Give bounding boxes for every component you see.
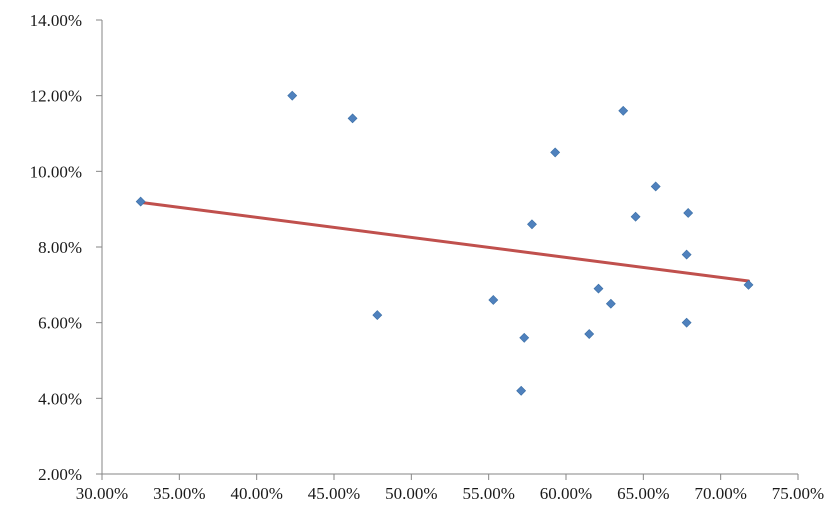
data-point bbox=[550, 147, 561, 158]
trendline-layer bbox=[139, 200, 751, 283]
x-tick-label: 60.00% bbox=[540, 484, 592, 503]
x-tick-label: 45.00% bbox=[308, 484, 360, 503]
data-point bbox=[584, 329, 595, 339]
data-point bbox=[372, 310, 383, 321]
x-tick-label: 35.00% bbox=[153, 484, 205, 503]
x-tick-label: 40.00% bbox=[230, 484, 282, 503]
data-point bbox=[605, 298, 616, 309]
data-point bbox=[135, 196, 146, 207]
data-points-layer bbox=[135, 90, 754, 396]
y-tick-label: 14.00% bbox=[30, 11, 82, 30]
y-axis-tick-labels: 2.00% 4.00% 6.00% 8.00% 10.00% 12.00% 14.00% bbox=[30, 11, 82, 484]
y-tick-label: 12.00% bbox=[30, 87, 82, 106]
y-tick-label: 2.00% bbox=[38, 465, 82, 484]
data-point bbox=[593, 283, 604, 294]
x-tick-label: 65.00% bbox=[617, 484, 669, 503]
data-point bbox=[527, 219, 537, 230]
data-point bbox=[743, 279, 754, 290]
x-tick-label: 70.00% bbox=[694, 484, 746, 503]
y-tick-label: 4.00% bbox=[38, 389, 82, 408]
x-tick-label: 50.00% bbox=[385, 484, 437, 503]
x-tick-label: 75.00% bbox=[772, 484, 824, 503]
data-point bbox=[347, 113, 358, 124]
data-point bbox=[287, 90, 298, 101]
y-tick-label: 6.00% bbox=[38, 314, 82, 333]
data-point bbox=[519, 332, 530, 343]
data-point bbox=[488, 295, 499, 305]
y-tick-label: 10.00% bbox=[30, 162, 82, 181]
data-point bbox=[683, 208, 694, 218]
x-tick-label: 55.00% bbox=[462, 484, 514, 503]
data-point bbox=[650, 181, 661, 192]
data-point bbox=[618, 105, 629, 116]
x-tick-label: 30.00% bbox=[76, 484, 128, 503]
data-point bbox=[681, 317, 692, 328]
axes bbox=[96, 19, 799, 480]
x-axis-tick-labels: 30.00% 35.00% 40.00% 45.00% 50.00% 55.00% 60.0… bbox=[76, 484, 824, 503]
data-point bbox=[516, 385, 527, 396]
data-point bbox=[630, 211, 641, 222]
y-tick-label: 8.00% bbox=[38, 238, 82, 257]
data-point bbox=[681, 249, 692, 260]
trendline bbox=[139, 200, 751, 283]
